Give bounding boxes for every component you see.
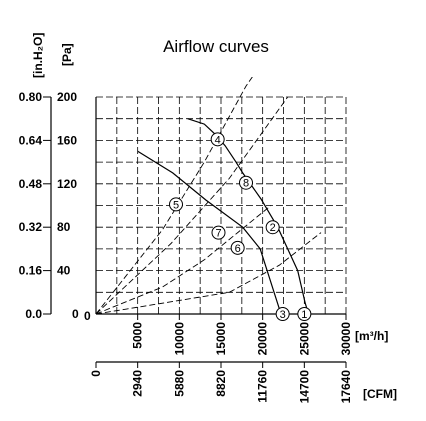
grid [95,96,347,315]
series-lines [96,77,322,314]
curve-marker [169,197,183,212]
inh2o-tick-label: 0.0 [25,307,42,321]
pa-tick-label: 160 [57,133,77,147]
m3h-tick-label: 30000 [339,322,353,356]
cfm-tick-label: 2940 [131,370,145,397]
cfm-tick-label: 8820 [214,370,228,397]
curve-marker [230,240,245,255]
origin-label: 0 [84,309,91,323]
pa-tick-label: 80 [57,220,71,234]
inh2o-tick-label: 0.80 [19,90,43,104]
curve-marker [275,307,290,321]
inh2o-tick-label: 0.64 [19,133,43,147]
curve-marker [265,220,280,235]
x-axis-label-cfm: [CFM] [363,387,397,401]
curve-marker-label: 8 [243,178,249,190]
curve-marker [297,307,312,321]
axes: 040801201602000.00.160.320.480.640.80500… [19,90,353,403]
curve-marker [239,175,253,190]
y-axis-label-pa: [Pa] [60,43,74,66]
inh2o-tick-label: 0.32 [19,220,43,234]
curve-marker-label: 3 [280,309,286,321]
m3h-tick-label: 20000 [256,322,270,356]
system-curve [96,77,253,314]
curve-marker-label: 5 [173,199,179,211]
system-curve [96,232,322,314]
x-axis-label-m3h: [m³/h] [355,329,388,343]
curve-marker [211,225,226,240]
inh2o-tick-label: 0.48 [19,177,43,191]
pa-tick-label: 40 [57,264,71,278]
fan-curve [137,150,282,314]
chart-title: Airflow curves [163,37,269,56]
cfm-tick-label: 17640 [339,370,353,404]
curve-marker-label: 2 [270,222,276,234]
cfm-tick-label: 14700 [297,370,311,404]
cfm-tick-label: 5880 [172,370,186,397]
system-curve [96,96,289,314]
m3h-tick-label: 25000 [297,322,311,356]
fan-curve [187,118,310,314]
curve-marker-label: 6 [235,243,241,255]
pa-tick-label: 120 [57,177,77,191]
pa-tick-label: 200 [57,90,77,104]
curve-marker [210,132,225,147]
m3h-tick-label: 10000 [172,322,186,356]
pa-tick-label: 0 [72,307,79,321]
curve-markers: 1 2 3 4 5 6 7 8 [169,132,312,321]
y-axis-label-inh2o: [in.H₂O] [31,33,45,78]
inh2o-tick-label: 0.16 [19,264,43,278]
m3h-tick-label: 5000 [131,322,145,349]
m3h-tick-label: 15000 [214,322,228,356]
curve-marker-label: 1 [301,309,307,321]
cfm-tick-label: 0 [89,370,103,377]
cfm-tick-label: 11760 [256,370,270,403]
curve-marker-label: 4 [215,134,221,146]
system-curve [96,205,272,314]
curve-marker-label: 7 [215,228,221,240]
